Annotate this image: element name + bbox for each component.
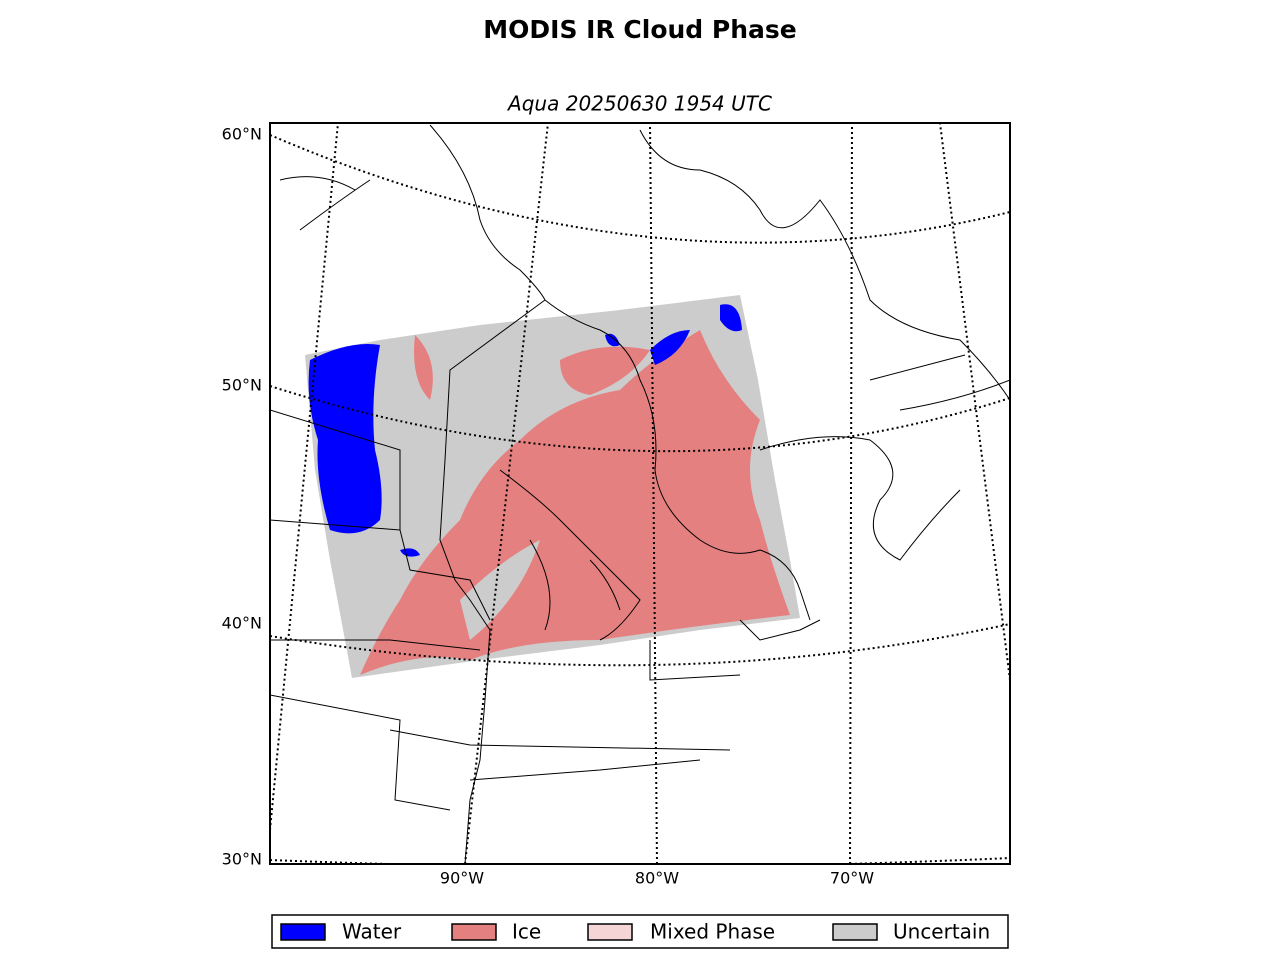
meridian xyxy=(939,123,1010,681)
lon-label: 70°W xyxy=(830,869,874,888)
legend-swatch xyxy=(280,923,326,941)
legend-swatch xyxy=(587,923,633,941)
parallel xyxy=(270,134,1010,244)
lat-label: 30°N xyxy=(222,850,262,869)
meridian xyxy=(849,123,853,864)
meridian xyxy=(464,123,549,864)
title: MODIS IR Cloud Phase xyxy=(483,15,796,44)
lat-label: 60°N xyxy=(222,125,262,144)
legend-label: Ice xyxy=(512,920,541,944)
parallel xyxy=(270,623,1010,667)
map-area xyxy=(270,123,1010,864)
parallel xyxy=(270,385,1010,453)
lon-label: 90°W xyxy=(440,869,484,888)
legend-swatch xyxy=(832,923,878,941)
lat-label: 40°N xyxy=(222,614,262,633)
map-frame xyxy=(269,122,1011,865)
subtitle: Aqua 20250630 1954 UTC xyxy=(506,92,772,116)
legend-label: Uncertain xyxy=(893,920,990,944)
legend-swatch xyxy=(451,923,497,941)
lon-label: 80°W xyxy=(635,869,679,888)
legend-label: Water xyxy=(342,920,402,944)
lat-label: 50°N xyxy=(222,376,262,395)
legend-box xyxy=(271,914,1009,949)
meridian xyxy=(649,123,658,864)
legend-label: Mixed Phase xyxy=(650,920,775,944)
parallel xyxy=(270,857,1010,864)
meridian xyxy=(270,123,339,831)
